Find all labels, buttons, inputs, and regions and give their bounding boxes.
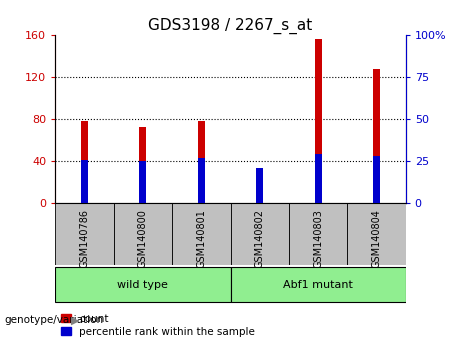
Text: GSM140800: GSM140800 — [138, 209, 148, 268]
Bar — [230, 267, 406, 302]
Bar — [81, 160, 88, 203]
Bar — [139, 161, 147, 203]
Bar — [172, 203, 230, 266]
Bar — [230, 203, 289, 266]
Bar — [55, 203, 114, 266]
Bar — [198, 158, 205, 203]
Bar — [114, 203, 172, 266]
Bar — [81, 121, 88, 203]
Text: GSM140801: GSM140801 — [196, 209, 207, 268]
Legend: count, percentile rank within the sample: count, percentile rank within the sample — [60, 314, 255, 337]
Bar — [347, 203, 406, 266]
Bar — [198, 121, 205, 203]
Bar — [314, 154, 322, 203]
Bar — [256, 182, 263, 203]
Text: GSM140802: GSM140802 — [254, 209, 265, 268]
Text: GSM140803: GSM140803 — [313, 209, 323, 268]
Text: wild type: wild type — [118, 280, 168, 290]
Text: ▶: ▶ — [71, 316, 80, 326]
Bar — [256, 168, 263, 203]
Text: GSM140786: GSM140786 — [79, 209, 89, 268]
Bar — [314, 39, 322, 203]
Text: genotype/variation: genotype/variation — [5, 315, 104, 325]
Text: Abf1 mutant: Abf1 mutant — [283, 280, 353, 290]
Bar — [373, 69, 380, 203]
Bar — [139, 127, 147, 203]
Title: GDS3198 / 2267_s_at: GDS3198 / 2267_s_at — [148, 18, 313, 34]
Bar — [289, 203, 347, 266]
Bar — [373, 156, 380, 203]
Bar — [55, 267, 230, 302]
Text: GSM140804: GSM140804 — [372, 209, 382, 268]
